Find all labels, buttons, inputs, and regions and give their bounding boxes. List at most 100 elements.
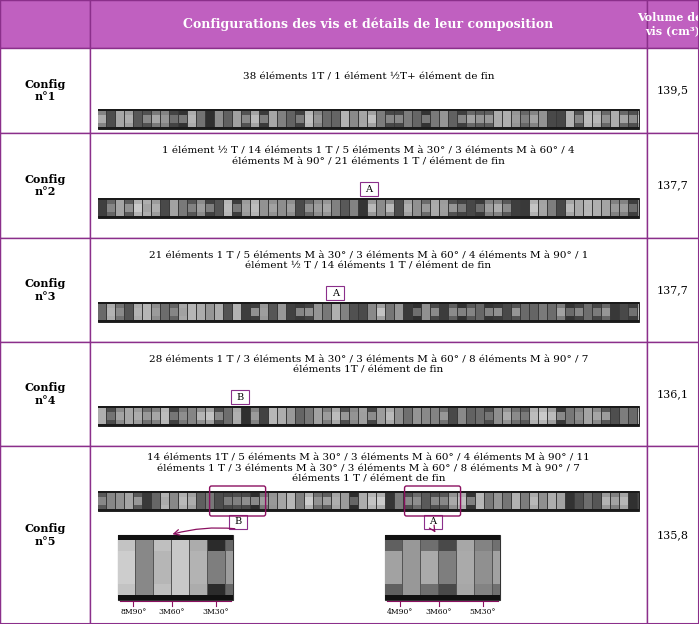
Bar — [242, 497, 250, 505]
Bar — [557, 491, 565, 511]
Bar — [458, 109, 466, 129]
Bar — [118, 551, 135, 583]
Bar — [206, 406, 214, 426]
Bar — [152, 204, 160, 212]
Bar — [359, 302, 367, 322]
Bar — [143, 204, 151, 212]
Bar — [638, 308, 639, 316]
Bar — [242, 198, 250, 218]
Bar — [98, 109, 639, 129]
Text: 5M30°: 5M30° — [470, 608, 496, 616]
Bar — [620, 497, 628, 505]
Bar — [593, 198, 601, 218]
Bar — [350, 302, 358, 322]
Bar — [188, 406, 196, 426]
Bar — [251, 302, 259, 322]
Bar — [296, 308, 304, 316]
Text: 137,7: 137,7 — [657, 180, 689, 190]
Bar — [154, 535, 171, 600]
Bar — [350, 198, 358, 218]
Bar — [413, 109, 421, 129]
Bar — [449, 406, 457, 426]
Bar — [413, 308, 421, 316]
Bar — [242, 491, 250, 511]
Bar — [116, 308, 124, 316]
Bar — [341, 491, 349, 511]
Bar — [539, 109, 547, 129]
Bar — [521, 115, 529, 123]
Bar — [323, 412, 331, 420]
Bar — [530, 109, 538, 129]
Bar — [118, 535, 233, 600]
Bar — [584, 109, 592, 129]
Bar — [98, 302, 639, 304]
Bar — [449, 109, 457, 129]
Bar — [575, 198, 583, 218]
Bar — [404, 198, 412, 218]
Bar — [629, 198, 637, 218]
Bar — [440, 302, 448, 322]
Bar — [197, 204, 205, 212]
Bar — [485, 308, 493, 316]
Bar — [602, 308, 610, 316]
Text: Config
n°5: Config n°5 — [24, 523, 66, 547]
Bar — [251, 204, 259, 212]
Bar — [440, 491, 448, 511]
Bar — [98, 198, 106, 218]
Bar — [377, 198, 385, 218]
Bar — [611, 497, 619, 505]
Bar — [530, 302, 538, 322]
Bar — [566, 204, 574, 212]
Bar — [431, 308, 439, 316]
Bar — [90, 48, 647, 133]
Bar — [278, 109, 286, 129]
Bar — [206, 302, 214, 322]
Bar — [152, 491, 160, 511]
Bar — [143, 406, 151, 426]
Bar — [179, 497, 187, 505]
Bar — [188, 302, 196, 322]
Bar — [170, 308, 178, 316]
Bar — [350, 497, 358, 505]
Bar — [485, 109, 493, 129]
Bar — [458, 497, 466, 505]
Text: Config
n°3: Config n°3 — [24, 278, 66, 302]
Bar — [305, 406, 313, 426]
Bar — [296, 115, 304, 123]
Bar — [593, 302, 601, 322]
Bar — [233, 412, 241, 420]
Bar — [458, 406, 466, 426]
Bar — [179, 412, 187, 420]
Bar — [368, 198, 376, 218]
Bar — [584, 491, 592, 511]
Bar — [530, 491, 538, 511]
Bar — [251, 406, 259, 426]
Bar — [188, 497, 196, 505]
Bar — [512, 198, 520, 218]
Bar — [566, 302, 574, 322]
Bar — [458, 491, 466, 511]
Bar — [385, 535, 402, 600]
Bar — [475, 551, 492, 583]
Bar — [503, 204, 511, 212]
Bar — [190, 535, 207, 600]
Bar — [215, 406, 223, 426]
Bar — [476, 302, 484, 322]
Bar — [638, 412, 639, 420]
Bar — [332, 497, 340, 505]
Bar — [512, 302, 520, 322]
Bar — [494, 406, 502, 426]
Bar — [566, 308, 574, 316]
Bar — [323, 109, 331, 129]
Bar — [323, 406, 331, 426]
Bar — [521, 302, 529, 322]
Bar — [188, 491, 196, 511]
Bar — [368, 109, 376, 129]
Bar — [0, 133, 90, 238]
Bar — [224, 491, 232, 511]
Bar — [368, 204, 376, 212]
Bar — [386, 406, 394, 426]
Bar — [458, 302, 466, 322]
Bar — [602, 115, 610, 123]
Bar — [332, 302, 340, 322]
